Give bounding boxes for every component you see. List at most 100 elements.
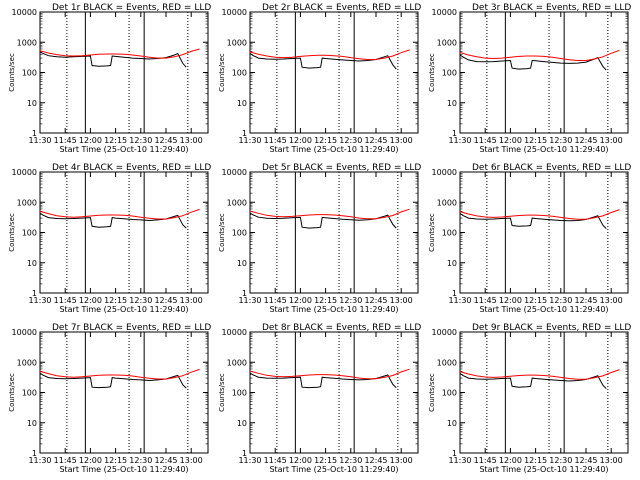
y-tick-label: 10 (237, 419, 247, 428)
plot-frame (39, 331, 209, 454)
x-tick-label: 11:45 (54, 136, 77, 145)
y-tick-label: 10000 (222, 328, 247, 337)
x-axis-label: Start Time (25-Oct-10 11:29:40) (479, 305, 608, 314)
detector-panel: Det 9r BLACK = Events, RED = LLD 1 10 100 10… (428, 323, 631, 474)
x-tick-label: 13:00 (600, 136, 623, 145)
panel-title: Det 9r BLACK = Events, RED = LLD (472, 323, 631, 333)
y-tick-label: 1 (242, 129, 247, 138)
x-axis-label: Start Time (25-Oct-10 11:29:40) (59, 465, 188, 474)
y-tick-label: 10 (237, 99, 247, 108)
lld-rate-line (249, 49, 410, 60)
x-tick-label: 12:00 (499, 136, 522, 145)
y-tick-label: 10000 (12, 8, 37, 17)
y-axis-label: Counts/sec (218, 53, 226, 92)
y-tick-label: 10000 (432, 328, 457, 337)
plot-frame (459, 171, 629, 294)
event-rate-line (459, 54, 607, 71)
panel-title: Det 4r BLACK = Events, RED = LLD (52, 163, 211, 173)
x-tick-label: 12:30 (339, 136, 362, 145)
x-tick-label: 12:45 (154, 456, 177, 465)
panel-title: Det 6r BLACK = Events, RED = LLD (472, 163, 631, 173)
x-tick-label: 13:00 (180, 456, 203, 465)
x-tick-label: 11:30 (28, 296, 51, 305)
x-tick-label: 12:00 (289, 296, 312, 305)
panel-title: Det 5r BLACK = Events, RED = LLD (262, 163, 421, 173)
event-rate-line (249, 53, 397, 70)
y-tick-label: 10000 (12, 168, 37, 177)
lld-rate-line (249, 368, 410, 380)
x-tick-label: 12:15 (104, 296, 127, 305)
y-axis-label: Counts/sec (428, 213, 436, 252)
x-tick-label: 12:30 (549, 296, 572, 305)
y-axis-label: Counts/sec (8, 213, 16, 252)
x-tick-label: 13:00 (600, 456, 623, 465)
y-tick-label: 1 (242, 289, 247, 298)
y-axis-label: Counts/sec (218, 373, 226, 412)
y-tick-label: 1000 (437, 38, 457, 47)
y-axis-label: Counts/sec (8, 53, 16, 92)
y-tick-label: 100 (22, 389, 37, 398)
x-tick-label: 12:30 (339, 296, 362, 305)
y-tick-label: 1 (452, 129, 457, 138)
x-tick-label: 12:15 (314, 296, 337, 305)
x-tick-label: 11:45 (54, 296, 77, 305)
event-rate-line (39, 372, 187, 389)
x-tick-label: 11:30 (28, 136, 51, 145)
x-tick-label: 11:45 (54, 456, 77, 465)
x-tick-label: 13:00 (390, 456, 413, 465)
x-tick-label: 11:45 (264, 456, 287, 465)
x-tick-label: 13:00 (390, 136, 413, 145)
plot-frame (39, 11, 209, 134)
lld-rate-line (39, 208, 200, 220)
event-rate-line (459, 373, 607, 389)
x-tick-label: 13:00 (180, 296, 203, 305)
x-tick-label: 12:15 (524, 296, 547, 305)
x-tick-label: 11:45 (474, 456, 497, 465)
detector-panel: Det 4r BLACK = Events, RED = LLD 1 10 100 10… (8, 163, 211, 314)
x-tick-label: 12:15 (314, 136, 337, 145)
y-tick-label: 1000 (437, 198, 457, 207)
y-tick-label: 1000 (227, 38, 247, 47)
y-tick-label: 10000 (12, 328, 37, 337)
x-tick-label: 11:45 (264, 296, 287, 305)
y-tick-label: 10 (447, 259, 457, 268)
y-tick-label: 100 (232, 389, 247, 398)
x-tick-label: 13:00 (180, 136, 203, 145)
x-tick-label: 12:45 (154, 296, 177, 305)
plot-frame (249, 171, 419, 294)
y-axis-label: Counts/sec (218, 213, 226, 252)
y-tick-label: 10 (447, 419, 457, 428)
x-tick-label: 12:00 (289, 456, 312, 465)
y-tick-label: 100 (22, 69, 37, 78)
x-tick-label: 12:00 (499, 296, 522, 305)
y-tick-label: 1 (452, 289, 457, 298)
x-tick-label: 12:00 (79, 296, 102, 305)
x-tick-label: 12:30 (549, 456, 572, 465)
x-tick-label: 12:45 (574, 456, 597, 465)
y-tick-label: 1 (452, 449, 457, 458)
x-tick-label: 11:45 (264, 136, 287, 145)
y-tick-label: 100 (442, 229, 457, 238)
lld-rate-line (39, 48, 200, 59)
detector-panel: Det 2r BLACK = Events, RED = LLD 1 10 100 10… (218, 3, 421, 154)
event-rate-line (249, 212, 397, 229)
x-tick-label: 12:45 (574, 136, 597, 145)
plot-frame (459, 331, 629, 454)
x-tick-label: 12:00 (79, 136, 102, 145)
x-axis-label: Start Time (25-Oct-10 11:29:40) (59, 145, 188, 154)
x-tick-label: 12:15 (104, 456, 127, 465)
plot-frame (249, 331, 419, 454)
plot-frame (249, 11, 419, 134)
x-tick-label: 12:45 (574, 296, 597, 305)
lld-rate-line (459, 49, 620, 61)
x-tick-label: 13:00 (600, 296, 623, 305)
event-rate-line (249, 372, 397, 389)
event-rate-line (459, 213, 607, 229)
y-tick-label: 10 (27, 259, 37, 268)
x-axis-label: Start Time (25-Oct-10 11:29:40) (269, 305, 398, 314)
x-tick-label: 12:15 (314, 456, 337, 465)
plot-frame (39, 171, 209, 294)
y-tick-label: 10000 (222, 8, 247, 17)
y-tick-label: 10 (27, 419, 37, 428)
x-axis-label: Start Time (25-Oct-10 11:29:40) (479, 465, 608, 474)
